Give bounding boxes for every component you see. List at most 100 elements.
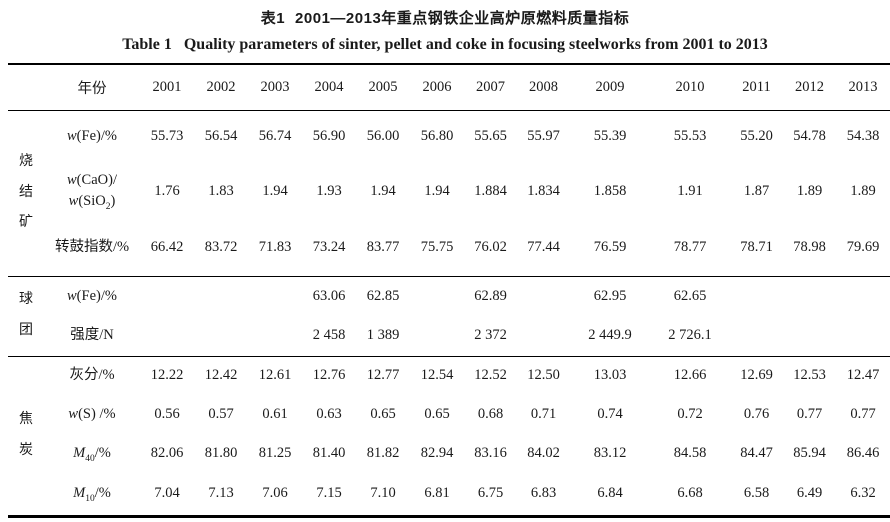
table-head: 年份 2001 2002 2003 2004 2005 2006 2007 2008 2009 20…: [8, 64, 890, 110]
value-cell: 0.71: [530, 406, 557, 422]
param-label: w(Fe)/%: [67, 127, 117, 144]
value-cell: 6.81: [424, 485, 450, 502]
value-cell: 6.58: [743, 485, 770, 502]
value-cell: [140, 276, 194, 316]
value-cell: 0.77: [850, 406, 876, 422]
year-header: 2002: [206, 78, 236, 95]
value-cell: 0.57: [208, 406, 234, 422]
value-cell: 81.40: [312, 445, 346, 461]
table-title-en-text: Quality parameters of sinter, pellet and…: [183, 36, 768, 53]
value-cell: [783, 316, 836, 356]
table-number-en: Table 1: [122, 36, 172, 53]
value-cell: 84.47: [740, 445, 773, 461]
value-cell: 1.76: [154, 182, 180, 199]
table-row: w(S) /% 0.56 0.57 0.61 0.63 0.65 0.65 0.68 0.71 0…: [8, 395, 890, 434]
value-cell: 81.25: [258, 445, 292, 461]
value-cell: [410, 316, 464, 356]
value-cell: 1.93: [316, 182, 342, 199]
value-cell: 12.50: [527, 367, 560, 384]
table-row: 转鼓指数/% 66.42 83.72 71.83 73.24 83.77 75.75 76.0…: [8, 220, 890, 276]
value-cell: 12.76: [312, 367, 346, 384]
value-cell: 71.83: [258, 239, 292, 256]
quality-table: 年份 2001 2002 2003 2004 2005 2006 2007 2008 2009 20…: [8, 63, 890, 518]
value-cell: 6.49: [796, 485, 823, 502]
value-cell: 12.69: [740, 367, 773, 384]
value-cell: 12.53: [793, 367, 826, 384]
value-cell: 55.65: [474, 127, 507, 144]
table-row: w(CaO)/w(SiO2) 1.76 1.83 1.94 1.93 1.94 1.94 1.…: [8, 162, 890, 220]
value-cell: 12.66: [673, 367, 707, 384]
value-cell: 84.58: [673, 445, 707, 461]
value-cell: [517, 316, 570, 356]
year-header: 2001: [152, 78, 182, 95]
param-label: 灰分/%: [69, 367, 115, 384]
value-cell: 7.13: [208, 485, 234, 502]
table-row: 焦炭 灰分/% 12.22 12.42 12.61 12.76 12.77 12.54 12.5…: [8, 356, 890, 457]
value-cell: [248, 316, 302, 356]
table-row: 强度/N 2 458 1 389 2 372 2 449.9 2 726.1: [8, 316, 890, 356]
value-cell: 1.83: [208, 182, 234, 199]
table-number-zh: 表1: [260, 10, 286, 27]
value-cell: 76.02: [474, 239, 507, 256]
value-cell: 83.12: [593, 445, 627, 461]
value-cell: 1.834: [527, 182, 560, 199]
year-header: 2011: [742, 78, 771, 95]
value-cell: 2 458: [312, 327, 346, 344]
value-cell: 82.94: [420, 445, 454, 461]
param-label: 转鼓指数/%: [54, 239, 130, 256]
section-1: 球团 w(Fe)/% 63.06 62.85 62.89 62.95 62.65 强度/N 2 …: [8, 276, 890, 356]
table-row: M40/% 82.06 81.80 81.25 81.40 81.82 82.94 83.16…: [8, 434, 890, 473]
value-cell: 85.94: [793, 445, 826, 461]
value-cell: 0.56: [154, 406, 180, 422]
group-label: 焦炭: [8, 356, 44, 516]
value-cell: 0.65: [370, 406, 396, 422]
year-header: 2003: [260, 78, 290, 95]
value-cell: 1.89: [850, 182, 876, 199]
year-header: 2004: [314, 78, 344, 95]
value-cell: 13.03: [593, 367, 627, 384]
value-cell: 81.80: [204, 445, 238, 461]
value-cell: [783, 276, 836, 316]
year-header: 2013: [848, 78, 878, 95]
value-cell: 12.47: [846, 367, 880, 384]
value-cell: 12.77: [366, 367, 400, 384]
value-cell: 12.42: [204, 367, 238, 384]
value-cell: 7.06: [262, 485, 288, 502]
header-row: 年份 2001 2002 2003 2004 2005 2006 2007 2008 2009 20…: [8, 64, 890, 110]
value-cell: 1 389: [366, 327, 400, 344]
value-cell: 1.858: [593, 182, 627, 199]
value-cell: 76.59: [593, 239, 627, 256]
value-cell: 0.77: [796, 406, 823, 422]
value-cell: 78.77: [673, 239, 707, 256]
value-cell: 56.54: [204, 127, 238, 144]
year-header: 2012: [795, 78, 824, 95]
value-cell: 62.95: [593, 287, 627, 304]
value-cell: 63.06: [312, 287, 346, 304]
value-cell: 83.16: [474, 445, 507, 461]
year-header: 2007: [476, 78, 505, 95]
value-cell: 55.73: [150, 127, 184, 144]
value-cell: 0.74: [597, 406, 623, 422]
value-cell: 66.42: [150, 239, 184, 256]
value-cell: 84.02: [527, 445, 560, 461]
value-cell: 62.65: [673, 287, 707, 304]
value-cell: 62.89: [474, 287, 507, 304]
value-cell: 6.32: [850, 485, 876, 502]
value-cell: 6.75: [477, 485, 504, 502]
value-cell: [140, 316, 194, 356]
section-2: 焦炭 灰分/% 12.22 12.42 12.61 12.76 12.77 12.54 12.5…: [8, 356, 890, 516]
param-label: w(S) /%: [68, 405, 116, 422]
value-cell: 12.61: [258, 367, 292, 384]
value-cell: 0.65: [424, 406, 450, 422]
table-row: 球团 w(Fe)/% 63.06 62.85 62.89 62.95 62.65: [8, 276, 890, 338]
value-cell: 56.74: [258, 127, 292, 144]
value-cell: 55.97: [527, 127, 560, 144]
value-cell: 1.94: [262, 182, 288, 199]
table-title-en: Table 1 Quality parameters of sinter, pel…: [0, 36, 890, 54]
param-label: M10/%: [73, 485, 111, 505]
group-label-text: 焦炭: [19, 411, 33, 458]
value-cell: 1.87: [743, 182, 770, 199]
param-label: 强度/N: [70, 327, 114, 344]
year-header: 2005: [368, 78, 398, 95]
